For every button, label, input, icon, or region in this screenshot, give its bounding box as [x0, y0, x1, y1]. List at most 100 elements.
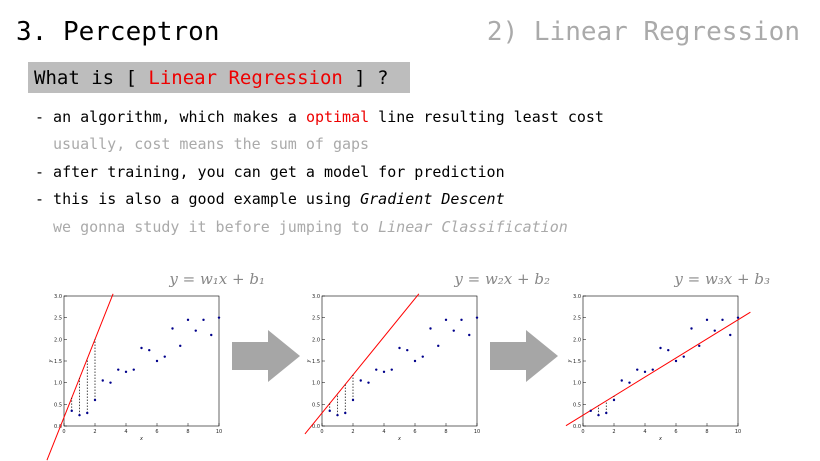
data-point: [729, 333, 732, 337]
y-tick-label: 1.0: [312, 381, 320, 387]
data-point: [179, 344, 182, 348]
data-point: [628, 381, 631, 384]
section-title: 2) Linear Regression: [487, 17, 800, 47]
regression-line: [565, 311, 751, 427]
x-axis-label: x: [397, 436, 401, 442]
y-tick-label: 0.0: [54, 424, 62, 430]
x-tick-label: 0: [62, 429, 65, 435]
data-point: [705, 318, 709, 322]
x-tick-label: 6: [155, 429, 158, 435]
data-point: [163, 355, 166, 358]
data-point: [93, 398, 97, 402]
data-point: [124, 370, 128, 374]
y-tick-label: 2.5: [54, 316, 62, 322]
data-point: [636, 368, 639, 371]
data-point: [367, 381, 370, 384]
x-axis-label: x: [139, 436, 143, 442]
x-tick-label: 10: [216, 429, 222, 435]
slide-title: 3. Perceptron: [16, 17, 220, 47]
y-tick-label: 0.5: [312, 402, 320, 408]
y-tick-label: 0.0: [573, 424, 581, 430]
data-point: [429, 327, 432, 330]
question: What is [ Linear Regression ] ?: [34, 67, 389, 89]
arrow: [490, 330, 558, 382]
data-point: [86, 411, 89, 415]
bullet-text: we gonna study it before jumping to: [53, 218, 378, 236]
bullet-line: - after training, you can get a model fo…: [35, 163, 505, 181]
data-point: [217, 316, 221, 319]
data-point: [202, 318, 205, 322]
regression-line: [304, 293, 420, 435]
y-tick-label: 0.0: [312, 424, 320, 430]
data-point: [359, 379, 362, 382]
data-point: [382, 370, 386, 374]
data-point: [589, 409, 592, 413]
data-point: [351, 398, 355, 402]
data-point: [674, 359, 678, 363]
x-tick-label: 2: [612, 429, 615, 435]
y-tick-label: 1.5: [312, 359, 320, 365]
bullet-text: Gradient Descent: [360, 190, 505, 208]
bullet-text: - this is also a good example using: [35, 190, 360, 208]
y-tick-label: 2.5: [573, 316, 581, 322]
x-tick-label: 2: [351, 429, 354, 435]
data-point: [155, 359, 159, 363]
formula: y = w₃x + b₃: [673, 270, 770, 288]
y-tick-label: 0.5: [54, 402, 62, 408]
x-tick-label: 2: [93, 429, 96, 435]
data-point: [651, 368, 654, 371]
question-box: [28, 62, 410, 93]
x-tick-label: 8: [705, 429, 708, 435]
y-axis-label: y: [48, 358, 54, 363]
x-tick-label: 6: [413, 429, 416, 435]
y-tick-label: 0.5: [573, 402, 581, 408]
bullet-line: - an algorithm, which makes a optimal li…: [35, 108, 604, 126]
data-point: [421, 355, 424, 358]
y-tick-label: 1.0: [54, 381, 62, 387]
data-point: [210, 333, 213, 337]
x-tick-label: 4: [643, 429, 646, 435]
data-point: [171, 327, 174, 330]
data-point: [721, 318, 724, 322]
plot: 0 2 4 6 8 10 0.0 0.5 1.0 1.5 2.0 2.5 3.0 x y: [304, 293, 480, 442]
data-point: [659, 346, 662, 350]
formula: y = w₂x + b₂: [453, 270, 550, 288]
data-point: [186, 318, 190, 322]
x-tick-label: 10: [474, 429, 480, 435]
data-point: [452, 329, 455, 332]
data-point: [620, 379, 623, 382]
data-point: [667, 348, 670, 352]
data-point: [437, 344, 440, 348]
bullet-line: we gonna study it before jumping to Line…: [53, 218, 568, 236]
y-tick-label: 2.0: [54, 337, 62, 343]
data-point: [101, 379, 104, 382]
data-point: [605, 411, 608, 415]
y-axis-label: y: [567, 358, 573, 363]
data-point: [475, 316, 479, 319]
bullet-text: line resulting least cost: [369, 108, 604, 126]
plot: 0 2 4 6 8 10 0.0 0.5 1.0 1.5 2.0 2.5 3.0 x y: [565, 294, 751, 442]
x-axis-label: x: [658, 436, 662, 442]
y-tick-label: 3.0: [54, 294, 62, 300]
y-tick-label: 1.5: [54, 359, 62, 365]
y-tick-label: 2.0: [312, 337, 320, 343]
data-point: [148, 348, 151, 352]
arrow: [232, 330, 300, 382]
question-highlight: Linear Regression: [148, 67, 342, 89]
x-tick-label: 10: [735, 429, 741, 435]
data-point: [682, 355, 685, 358]
data-point: [117, 368, 120, 371]
data-point: [444, 318, 448, 322]
y-tick-label: 2.5: [312, 316, 320, 322]
arrows: [232, 330, 558, 382]
data-point: [70, 409, 73, 413]
data-point: [194, 329, 197, 332]
data-point: [612, 398, 616, 402]
data-point: [398, 346, 401, 350]
plot: 0 2 4 6 8 10 0.0 0.5 1.0 1.5 2.0 2.5 3.0 x y: [46, 293, 222, 461]
data-point: [344, 411, 347, 415]
data-point: [698, 344, 701, 348]
x-tick-label: 8: [444, 429, 447, 435]
bullet-text: optimal: [306, 108, 369, 126]
